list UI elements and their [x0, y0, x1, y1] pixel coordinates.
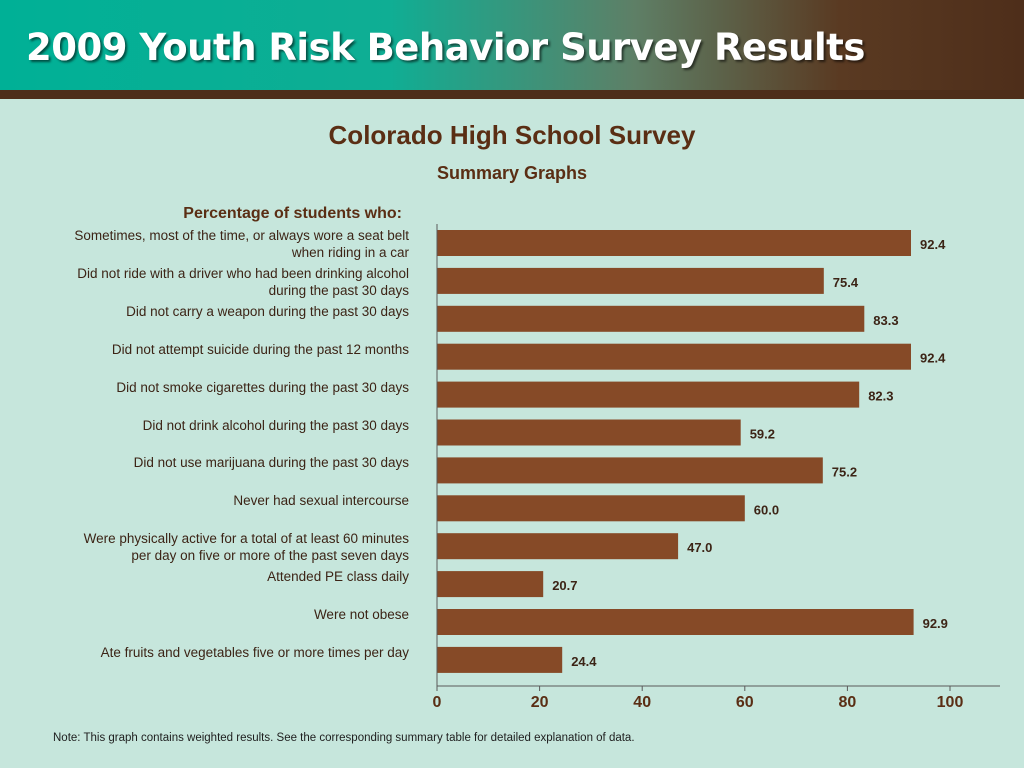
x-tick-label: 100 — [937, 694, 964, 711]
x-tick-label: 40 — [633, 694, 651, 711]
category-label: Were not obese — [313, 607, 409, 622]
bar — [437, 343, 911, 370]
bar-value-label: 92.4 — [920, 237, 946, 252]
footnote: Note: This graph contains weighted resul… — [53, 732, 635, 744]
title-banner — [0, 0, 1024, 90]
bar-value-label: 20.7 — [552, 578, 577, 593]
x-tick-label: 80 — [839, 694, 857, 711]
bar-value-label: 92.9 — [923, 616, 948, 631]
category-label: Did not drink alcohol during the past 30… — [142, 417, 409, 433]
slide-title: 2009 Youth Risk Behavior Survey Results — [26, 26, 865, 69]
bar-value-label: 59.2 — [750, 427, 775, 442]
bar-value-label: 83.3 — [873, 313, 898, 328]
bar-value-label: 47.0 — [687, 540, 712, 555]
bar — [437, 646, 563, 673]
chart-title: Colorado High School Survey — [328, 120, 696, 150]
category-label: Attended PE class daily — [267, 569, 409, 585]
x-tick-label: 20 — [531, 694, 549, 711]
category-label: Did not use marijuana during the past 30… — [133, 455, 409, 471]
chart-subtitle: Summary Graphs — [436, 163, 588, 183]
bar-value-label: 75.4 — [833, 275, 859, 290]
category-label: Did not smoke cigarettes during the past… — [116, 379, 409, 395]
x-tick-label: 0 — [433, 694, 442, 711]
bar — [437, 305, 865, 332]
bar-value-label: 82.3 — [868, 389, 893, 404]
bar — [437, 230, 911, 256]
bar — [437, 571, 544, 598]
category-label: Ate fruits and vegetables five or more t… — [100, 644, 409, 660]
category-label: Did not carry a weapon during the past 3… — [126, 303, 409, 319]
banner-rule — [0, 90, 1024, 99]
bar-value-label: 24.4 — [571, 654, 597, 669]
bar — [437, 609, 914, 635]
category-label: Were physically active for a total of at… — [83, 531, 409, 564]
bar-value-label: 60.0 — [754, 502, 779, 517]
category-heading: Percentage of students who: — [183, 205, 402, 222]
bar — [437, 495, 745, 522]
category-label: Did not ride with a driver who had been … — [77, 265, 409, 298]
category-label: Never had sexual intercourse — [233, 493, 409, 509]
category-label: Sometimes, most of the time, or always w… — [74, 228, 409, 260]
bar — [437, 457, 823, 484]
bar — [437, 419, 741, 446]
x-tick-label: 60 — [736, 694, 754, 711]
bar — [437, 267, 824, 294]
category-label: Did not attempt suicide during the past … — [111, 341, 409, 357]
bar-value-label: 92.4 — [920, 351, 946, 366]
bar-value-label: 75.2 — [832, 464, 857, 479]
bar — [437, 381, 860, 408]
bar — [437, 533, 679, 560]
